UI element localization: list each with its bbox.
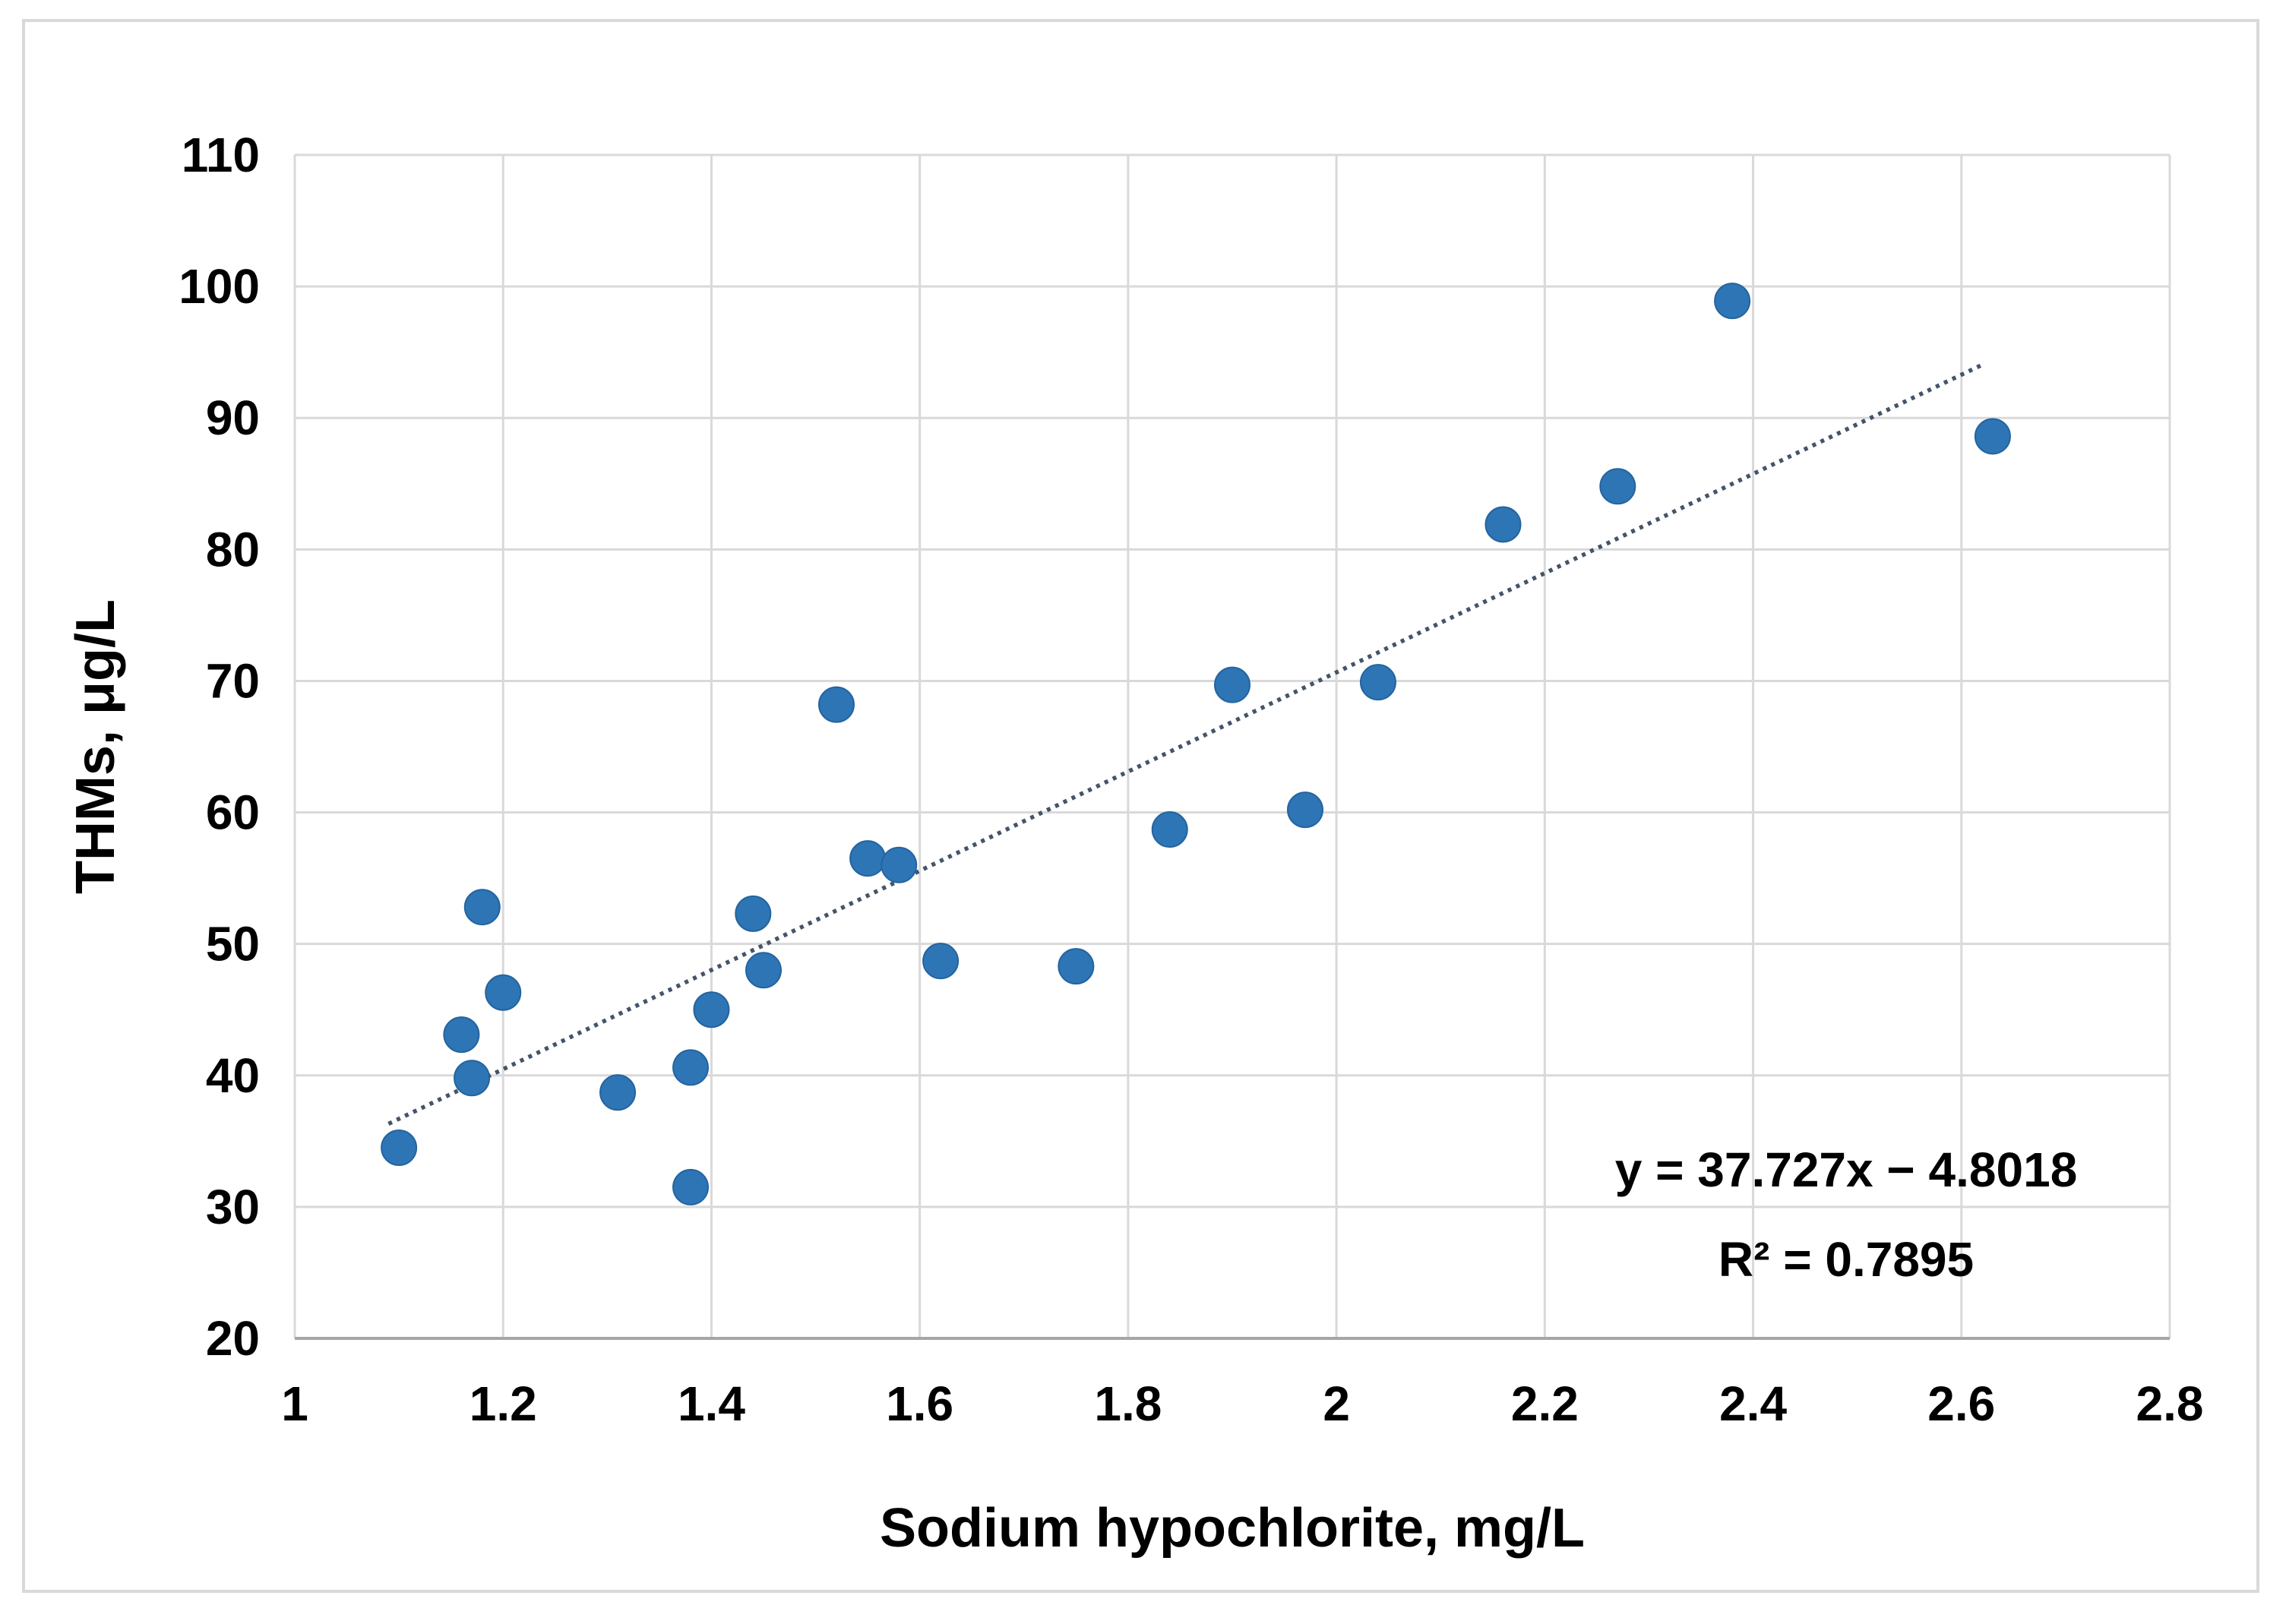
x-tick-label: 2.8 xyxy=(2136,1376,2204,1431)
scatter-point xyxy=(1151,811,1188,848)
x-axis-title: Sodium hypochlorite, mg/L xyxy=(880,1498,1585,1559)
y-tick-label: 30 xyxy=(206,1180,260,1234)
scatter-point xyxy=(1599,468,1636,505)
scatter-point xyxy=(1714,283,1751,320)
scatter-point xyxy=(443,1016,480,1054)
x-tick-label: 1.4 xyxy=(678,1376,745,1431)
x-tick-label: 1 xyxy=(281,1376,308,1431)
equation-annotation: y = 37.727x − 4.8018 R² = 0.7895 xyxy=(1615,1142,2078,1287)
scatter-point xyxy=(454,1060,491,1097)
x-tick-label: 2.6 xyxy=(1927,1376,1995,1431)
x-tick-label: 1.8 xyxy=(1094,1376,1162,1431)
scatter-point xyxy=(849,840,887,877)
scatter-point xyxy=(817,686,855,723)
y-tick-label: 20 xyxy=(206,1311,260,1366)
scatter-point xyxy=(1359,664,1396,701)
scatter-point xyxy=(881,846,918,883)
scatter-point xyxy=(672,1168,710,1205)
x-tick-label: 2.4 xyxy=(1719,1376,1787,1431)
scatter-point xyxy=(381,1129,418,1166)
trendline xyxy=(387,362,1984,1126)
vertical-gridlines xyxy=(293,155,2171,1338)
figure-border xyxy=(22,19,2259,1593)
scatter-point xyxy=(485,974,522,1011)
scatter-point xyxy=(599,1074,637,1111)
trendline-equation: y = 37.727x − 4.8018 xyxy=(1615,1142,2078,1197)
scatter-point xyxy=(1058,948,1095,985)
scatter-point xyxy=(1974,418,2011,455)
horizontal-gridlines xyxy=(295,153,2170,1209)
y-axis-title: THMs, μg/L xyxy=(65,599,126,894)
y-tick-label: 110 xyxy=(182,128,260,182)
y-tick-label: 40 xyxy=(206,1048,260,1103)
y-tick-label: 90 xyxy=(206,390,260,445)
scatter-point xyxy=(1286,791,1323,829)
scatter-points xyxy=(381,283,2011,1205)
scatter-point xyxy=(745,952,782,989)
x-tick-label: 1.2 xyxy=(470,1376,537,1431)
y-tick-label: 50 xyxy=(206,917,260,972)
scatter-point xyxy=(672,1049,710,1086)
scatter-point xyxy=(1484,506,1522,543)
r-squared-label: R² = 0.7895 xyxy=(1718,1232,1974,1287)
scatter-point xyxy=(922,943,960,980)
scatter-point xyxy=(735,895,772,932)
scatter-point xyxy=(693,991,730,1028)
y-tick-label: 100 xyxy=(179,259,260,314)
x-tick-label: 2 xyxy=(1323,1376,1350,1431)
x-tick-label: 2.2 xyxy=(1511,1376,1579,1431)
x-tick-label: 1.6 xyxy=(886,1376,953,1431)
x-tick-labels: 1 1.2 1.4 1.6 1.8 2 2.2 2.4 2.6 2.8 xyxy=(281,1376,2203,1431)
scatter-point xyxy=(1214,666,1251,703)
y-tick-label: 60 xyxy=(206,785,260,840)
scatter-point xyxy=(463,889,501,926)
y-tick-label: 80 xyxy=(206,522,260,577)
y-tick-label: 70 xyxy=(206,653,260,708)
y-tick-labels: 20 30 40 50 60 70 80 90 100 110 xyxy=(179,128,260,1366)
